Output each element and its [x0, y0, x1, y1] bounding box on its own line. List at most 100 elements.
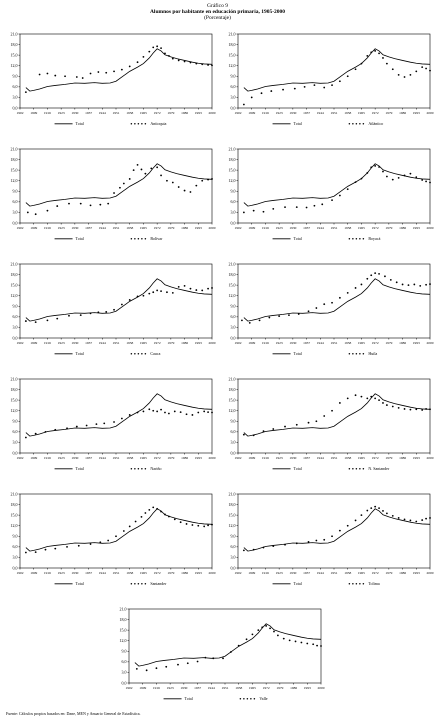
data-point — [397, 517, 400, 519]
data-point — [113, 70, 115, 73]
legend-label-department: Santander — [150, 581, 167, 586]
data-point — [429, 517, 431, 519]
y-tick-label: 15,0 — [229, 167, 236, 173]
y-tick-label: 21,0 — [229, 146, 236, 152]
x-tick-label: 1916 — [153, 686, 160, 690]
y-tick-label: 6,0 — [231, 199, 236, 205]
data-point — [282, 88, 284, 91]
data-point — [177, 59, 180, 62]
x-tick-label: 2000 — [427, 571, 434, 575]
x-tick-label: 1986 — [290, 686, 297, 690]
series-line-total — [25, 48, 213, 92]
x-tick-label: 1965 — [358, 226, 365, 230]
y-tick-label: 18,0 — [229, 272, 236, 278]
y-tick-label: 0,0 — [13, 565, 18, 571]
data-point — [179, 411, 182, 414]
legend-swatch-dots — [348, 238, 351, 240]
data-point — [260, 92, 263, 95]
x-tick-label: 1972 — [263, 686, 270, 690]
data-point — [144, 512, 147, 514]
data-point — [313, 204, 316, 207]
x-tick-label: 2000 — [209, 226, 216, 230]
legend-label-department: Valle — [259, 696, 267, 701]
data-point — [242, 211, 245, 214]
source-note: Fuente: Cálculos propios basados en: Dan… — [6, 711, 141, 716]
x-tick-label: 1902 — [235, 226, 242, 230]
legend-label-total: Total — [76, 351, 85, 356]
data-point — [144, 172, 147, 175]
data-point — [409, 73, 412, 76]
x-tick-label: 1979 — [276, 686, 283, 690]
y-tick-label: 12,0 — [11, 63, 18, 69]
data-point — [54, 428, 57, 431]
series-line-total — [243, 278, 431, 322]
data-point — [313, 84, 316, 86]
data-point — [316, 644, 318, 647]
data-point — [24, 320, 27, 322]
y-tick-label: 9,0 — [231, 304, 236, 310]
x-tick-label: 1993 — [413, 571, 420, 575]
legend-swatch-dots — [134, 123, 136, 125]
data-point — [297, 313, 300, 315]
data-point — [378, 507, 380, 509]
data-point — [242, 549, 245, 552]
chart-panel: 0,0 3,0 6,0 9,0 12,0 15,0 18,0 21,0 1902 1909 1916… — [218, 375, 435, 483]
plot-frame — [19, 378, 213, 454]
x-tick-label: 1937 — [85, 226, 92, 230]
x-tick-label: 1958 — [344, 456, 351, 460]
x-tick-label: 1951 — [331, 571, 338, 575]
data-point — [331, 199, 333, 201]
y-tick-label: 6,0 — [231, 544, 236, 550]
x-tick-label: 2000 — [209, 341, 216, 345]
data-point — [346, 397, 349, 400]
data-point — [197, 411, 200, 414]
data-point — [196, 660, 199, 663]
data-point — [122, 182, 125, 185]
plot-frame — [237, 148, 431, 224]
data-point — [354, 394, 357, 397]
y-tick-label: 9,0 — [13, 189, 18, 195]
x-tick-label: 1993 — [413, 111, 420, 115]
data-point — [272, 545, 275, 548]
x-tick-label: 1993 — [195, 456, 202, 460]
x-tick-label: 1916 — [44, 111, 51, 115]
data-point — [425, 408, 427, 410]
x-tick-label: 1902 — [235, 456, 242, 460]
x-tick-label: 1909 — [248, 456, 255, 460]
y-tick-label: 15,0 — [11, 167, 18, 173]
series-line-total — [134, 623, 322, 667]
data-point — [272, 428, 275, 430]
legend-label-department: Atlántico — [368, 121, 383, 126]
x-tick-label: 1979 — [167, 341, 174, 345]
legend-swatch-dots — [144, 123, 147, 125]
data-point — [385, 175, 388, 178]
x-tick-label: 1972 — [154, 341, 161, 345]
y-tick-label: 12,0 — [11, 523, 18, 529]
data-point — [89, 204, 92, 207]
data-point — [145, 669, 148, 672]
legend-swatch-dots — [355, 583, 358, 585]
data-point — [276, 634, 279, 637]
x-tick-label: 1951 — [331, 456, 338, 460]
data-point — [54, 547, 57, 550]
data-point — [395, 281, 398, 284]
data-point — [323, 415, 326, 417]
data-point — [415, 520, 418, 523]
data-point — [389, 278, 392, 281]
data-point — [122, 530, 125, 532]
data-point — [378, 166, 380, 168]
x-tick-label: 2000 — [427, 341, 434, 345]
data-point — [34, 432, 37, 435]
data-point — [201, 289, 204, 292]
x-tick-label: 1902 — [17, 571, 24, 575]
legend-label-department: N. Santander — [368, 466, 390, 471]
x-tick-label: 1972 — [154, 111, 161, 115]
y-tick-label: 18,0 — [229, 387, 236, 393]
data-point — [397, 176, 400, 179]
plot-frame — [237, 493, 431, 569]
legend-swatch-dots — [352, 238, 354, 240]
data-point — [323, 86, 326, 89]
legend-swatch-dots — [137, 123, 140, 125]
y-tick-label: 3,0 — [231, 325, 236, 331]
legend-swatch-dots — [348, 468, 351, 470]
